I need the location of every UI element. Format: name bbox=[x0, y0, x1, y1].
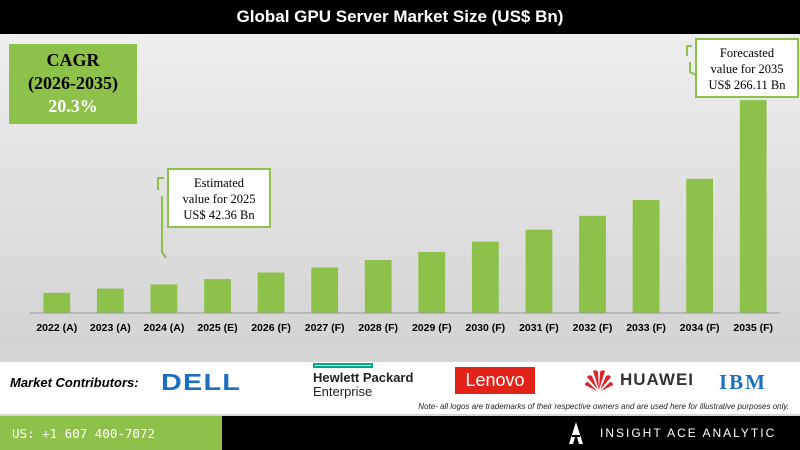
x-tick-label-5: 2027 (F) bbox=[305, 322, 345, 334]
x-tick-label-9: 2031 (F) bbox=[519, 322, 559, 334]
x-tick-label-0: 2022 (A) bbox=[36, 322, 77, 334]
footer-brand: INSIGHT ACE ANALYTIC bbox=[222, 416, 800, 450]
x-tick-label-8: 2030 (F) bbox=[466, 322, 506, 334]
bar-8 bbox=[471, 241, 499, 313]
dell-logo: DELL bbox=[161, 369, 242, 395]
callout-2035-value: US$ 266.11 Bn bbox=[708, 78, 786, 92]
cagr-value: 20.3% bbox=[48, 96, 98, 116]
x-tick-label-2: 2024 (A) bbox=[143, 322, 184, 334]
callout-2035-line2: value for 2035 bbox=[710, 62, 784, 76]
bar-13 bbox=[739, 100, 767, 313]
lenovo-logo: Lenovo bbox=[455, 367, 535, 394]
callout-2025-pointer bbox=[157, 177, 167, 259]
x-tick-label-12: 2034 (F) bbox=[680, 322, 720, 334]
bar-12 bbox=[686, 178, 714, 313]
bar-3 bbox=[204, 279, 231, 313]
market-contributors: Market Contributors: DELL Hewlett Packar… bbox=[0, 362, 800, 414]
huawei-logo: HUAWEI bbox=[584, 368, 694, 392]
bar-5 bbox=[311, 267, 339, 313]
callout-2035: Forecasted value for 2035 US$ 266.11 Bn bbox=[695, 38, 799, 98]
x-tick-label-13: 2035 (F) bbox=[733, 322, 773, 334]
hpe-logo-line1: Hewlett Packard bbox=[313, 370, 414, 385]
brand-logo-icon bbox=[569, 422, 583, 444]
footer-phone: US: +1 607 400-7072 bbox=[0, 416, 222, 450]
x-tick-label-11: 2033 (F) bbox=[626, 322, 666, 334]
callout-2025: Estimated value for 2025 US$ 42.36 Bn bbox=[167, 168, 271, 228]
bar-chart: 2022 (A) 2023 (A) 2024 (A) 2025 (E) 2026 (F)… bbox=[30, 45, 780, 334]
huawei-logo-text: HUAWEI bbox=[620, 370, 694, 389]
ibm-logo: IBM bbox=[719, 370, 767, 394]
bar-9 bbox=[525, 229, 553, 313]
hpe-logo-line2: Enterprise bbox=[313, 384, 373, 399]
trademark-note: Note- all logos are trademarks of their … bbox=[418, 402, 789, 411]
x-tick-label-10: 2032 (F) bbox=[573, 322, 613, 334]
bar-11 bbox=[632, 200, 660, 313]
x-tick-label-7: 2029 (F) bbox=[412, 322, 452, 334]
x-tick-label-3: 2025 (E) bbox=[197, 322, 237, 334]
bar-2 bbox=[150, 284, 178, 313]
cagr-label: CAGR bbox=[46, 50, 100, 70]
cagr-box: CAGR (2026-2035) 20.3% bbox=[9, 44, 137, 124]
callout-2035-line1: Forecasted bbox=[719, 46, 775, 60]
bar-0 bbox=[43, 292, 71, 313]
bar-4 bbox=[257, 272, 285, 313]
x-tick-label-4: 2026 (F) bbox=[251, 322, 291, 334]
huawei-petal-icon bbox=[585, 370, 613, 391]
bar-1 bbox=[96, 288, 124, 313]
bar-10 bbox=[579, 215, 606, 313]
hpe-logo: Hewlett Packard Enterprise bbox=[313, 363, 413, 399]
callout-2025-value: US$ 42.36 Bn bbox=[183, 208, 255, 222]
chart-title: Global GPU Server Market Size (US$ Bn) bbox=[0, 0, 800, 34]
callout-2025-line2: value for 2025 bbox=[182, 192, 256, 206]
bar-6 bbox=[364, 260, 392, 313]
contributors-label: Market Contributors: bbox=[10, 375, 139, 390]
x-tick-label-1: 2023 (A) bbox=[90, 322, 131, 334]
x-tick-label-6: 2028 (F) bbox=[358, 322, 398, 334]
bar-7 bbox=[418, 251, 446, 313]
callout-2025-line1: Estimated bbox=[194, 176, 244, 190]
cagr-period: (2026-2035) bbox=[28, 73, 118, 93]
hpe-mark-icon bbox=[313, 363, 373, 368]
